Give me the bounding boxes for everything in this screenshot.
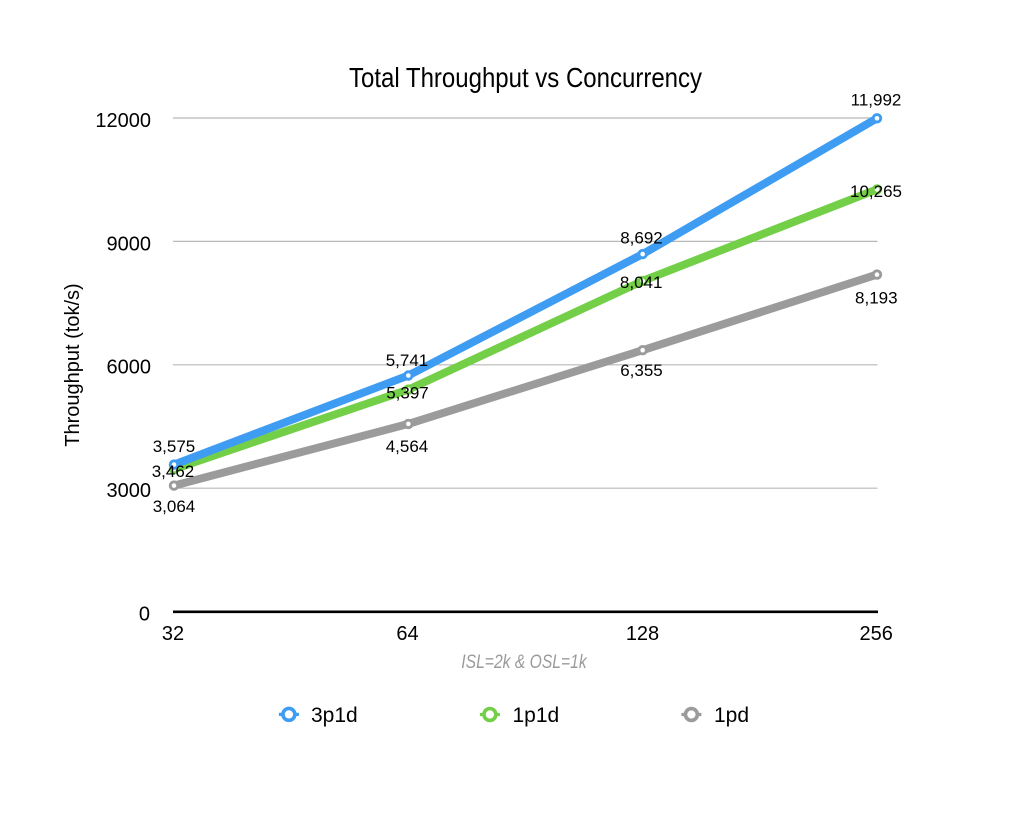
svg-text:8,041: 8,041 bbox=[620, 273, 663, 292]
svg-text:5,741: 5,741 bbox=[386, 351, 429, 370]
svg-text:3,575: 3,575 bbox=[153, 437, 196, 456]
svg-text:3p1d: 3p1d bbox=[311, 704, 358, 727]
svg-text:128: 128 bbox=[626, 623, 659, 645]
svg-text:1p1d: 1p1d bbox=[513, 704, 560, 727]
svg-text:8,692: 8,692 bbox=[620, 229, 663, 248]
svg-text:3,462: 3,462 bbox=[152, 462, 195, 481]
svg-text:4,564: 4,564 bbox=[386, 437, 429, 456]
svg-text:6,355: 6,355 bbox=[620, 361, 663, 380]
svg-text:3000: 3000 bbox=[107, 480, 152, 502]
svg-text:1pd: 1pd bbox=[714, 704, 749, 727]
svg-text:6000: 6000 bbox=[107, 357, 152, 379]
svg-text:0: 0 bbox=[139, 603, 150, 625]
svg-text:64: 64 bbox=[396, 623, 418, 645]
svg-text:5,397: 5,397 bbox=[386, 384, 429, 403]
svg-text:8,193: 8,193 bbox=[855, 288, 898, 307]
svg-text:ISL=2k & OSL=1k: ISL=2k & OSL=1k bbox=[461, 652, 588, 673]
svg-text:9000: 9000 bbox=[107, 233, 152, 255]
svg-text:Total Throughput vs Concurrenc: Total Throughput vs Concurrency bbox=[349, 62, 702, 93]
svg-text:11,992: 11,992 bbox=[851, 91, 902, 110]
svg-text:32: 32 bbox=[162, 623, 184, 645]
svg-text:256: 256 bbox=[860, 623, 893, 645]
svg-text:Throughput (tok/s): Throughput (tok/s) bbox=[62, 283, 84, 446]
svg-text:3,064: 3,064 bbox=[153, 497, 196, 516]
svg-text:10,265: 10,265 bbox=[850, 182, 902, 201]
svg-text:12000: 12000 bbox=[95, 110, 151, 132]
